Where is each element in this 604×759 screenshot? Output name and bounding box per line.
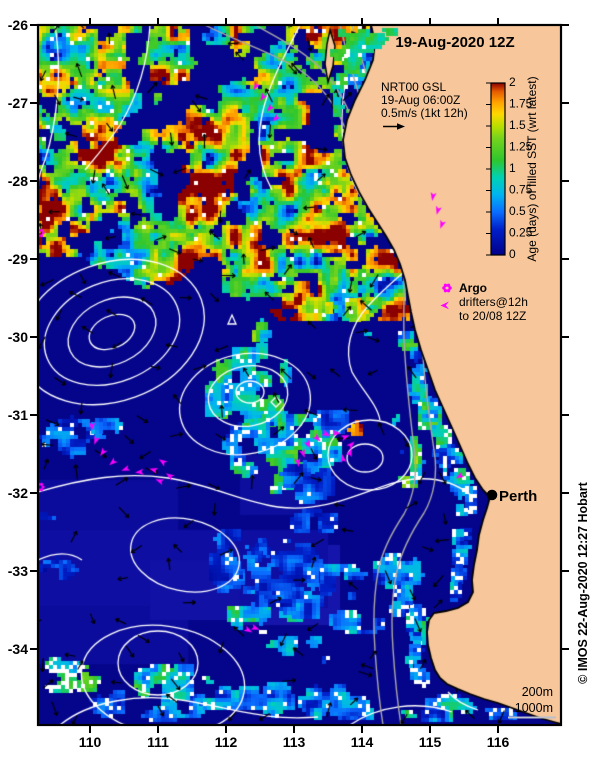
y-axis-label: -30 bbox=[8, 329, 28, 345]
colorbar-tick-label: 0.5 bbox=[509, 204, 526, 218]
y-axis-label: -26 bbox=[8, 17, 28, 33]
colorbar: 2 1.75 1.5 1.25 1 0.75 0.5 0.25 0 Age (days) of … bbox=[486, 75, 539, 262]
argo-float-petal bbox=[443, 283, 448, 288]
colorbar-tick-label: 0 bbox=[509, 247, 516, 261]
x-axis-label: 114 bbox=[351, 734, 374, 750]
argo-float-petal bbox=[442, 286, 446, 290]
argo-float-icon bbox=[442, 283, 452, 293]
argo-float-petal bbox=[446, 288, 451, 293]
y-axis-label: -33 bbox=[8, 563, 28, 579]
argo-drifter-legend: Argo drifters@12h to 20/08 12Z bbox=[440, 281, 528, 323]
colorbar-tick-label: 2 bbox=[509, 75, 516, 89]
date-title: 19-Aug-2020 12Z bbox=[395, 34, 514, 51]
annotation-model: NRT00 GSL bbox=[381, 80, 446, 94]
argo-float-petal bbox=[446, 283, 451, 288]
y-axis-label: -34 bbox=[8, 641, 28, 657]
colorbar-tick-label: 1.5 bbox=[509, 118, 526, 132]
colorbar-ticks bbox=[486, 82, 491, 256]
y-axis-label: -27 bbox=[8, 95, 28, 111]
vector-scale-arrow-icon bbox=[383, 123, 405, 130]
perth-city-label: Perth bbox=[499, 488, 537, 505]
y-axis-label: -29 bbox=[8, 251, 28, 267]
x-axis-label: 116 bbox=[487, 734, 510, 750]
perth-city-marker bbox=[486, 489, 498, 501]
depth-1000m-label: 1000m bbox=[515, 701, 553, 715]
argo-float-petal bbox=[443, 288, 448, 293]
y-axis-label: -32 bbox=[8, 485, 28, 501]
colorbar-gradient bbox=[490, 82, 506, 256]
axis-labels: 110 111 112 113 114 115 116 -26 -27 -28 -29 -30 -31 -… bbox=[8, 17, 510, 750]
x-axis-label: 111 bbox=[147, 734, 169, 750]
depth-200m-label: 200m bbox=[522, 685, 553, 699]
argo-legend-line3: to 20/08 12Z bbox=[459, 309, 526, 323]
depth-contour-legend: 200m 1000m bbox=[508, 685, 556, 719]
colorbar-axis-label: Age (days) of filled SST (wrt latest) bbox=[525, 76, 539, 261]
x-axis-label: 112 bbox=[215, 734, 238, 750]
x-axis-label: 113 bbox=[283, 734, 306, 750]
colorbar-tick-label: 1 bbox=[509, 161, 516, 175]
credit-text: © IMOS 22-Aug-2020 12:27 Hobart bbox=[576, 481, 590, 683]
x-axis-label: 115 bbox=[419, 734, 442, 750]
colorbar-tick-labels: 2 1.75 1.5 1.25 1 0.75 0.5 0.25 0 bbox=[509, 75, 533, 261]
colorbar-tick-label: 1.25 bbox=[509, 140, 533, 154]
annotation-valid-time: 19-Aug 06:00Z bbox=[381, 93, 460, 107]
argo-legend-title: Argo bbox=[459, 281, 487, 295]
x-axis-label: 110 bbox=[79, 734, 102, 750]
argo-legend-line2: drifters@12h bbox=[459, 295, 528, 309]
argo-float-petal bbox=[448, 286, 452, 290]
drifter-arrow-icon bbox=[440, 301, 449, 310]
annotation-vector-scale: 0.5m/s (1kt 12h) bbox=[381, 106, 468, 120]
colorbar-tick-label: 0.75 bbox=[509, 183, 533, 197]
colorbar-tick-label: 0.25 bbox=[509, 226, 533, 240]
axis-ticks bbox=[30, 18, 569, 733]
map-frame bbox=[36, 23, 563, 727]
y-axis-label: -31 bbox=[8, 407, 28, 423]
y-axis-label: -28 bbox=[8, 173, 28, 189]
colorbar-tick-label: 1.75 bbox=[509, 97, 533, 111]
